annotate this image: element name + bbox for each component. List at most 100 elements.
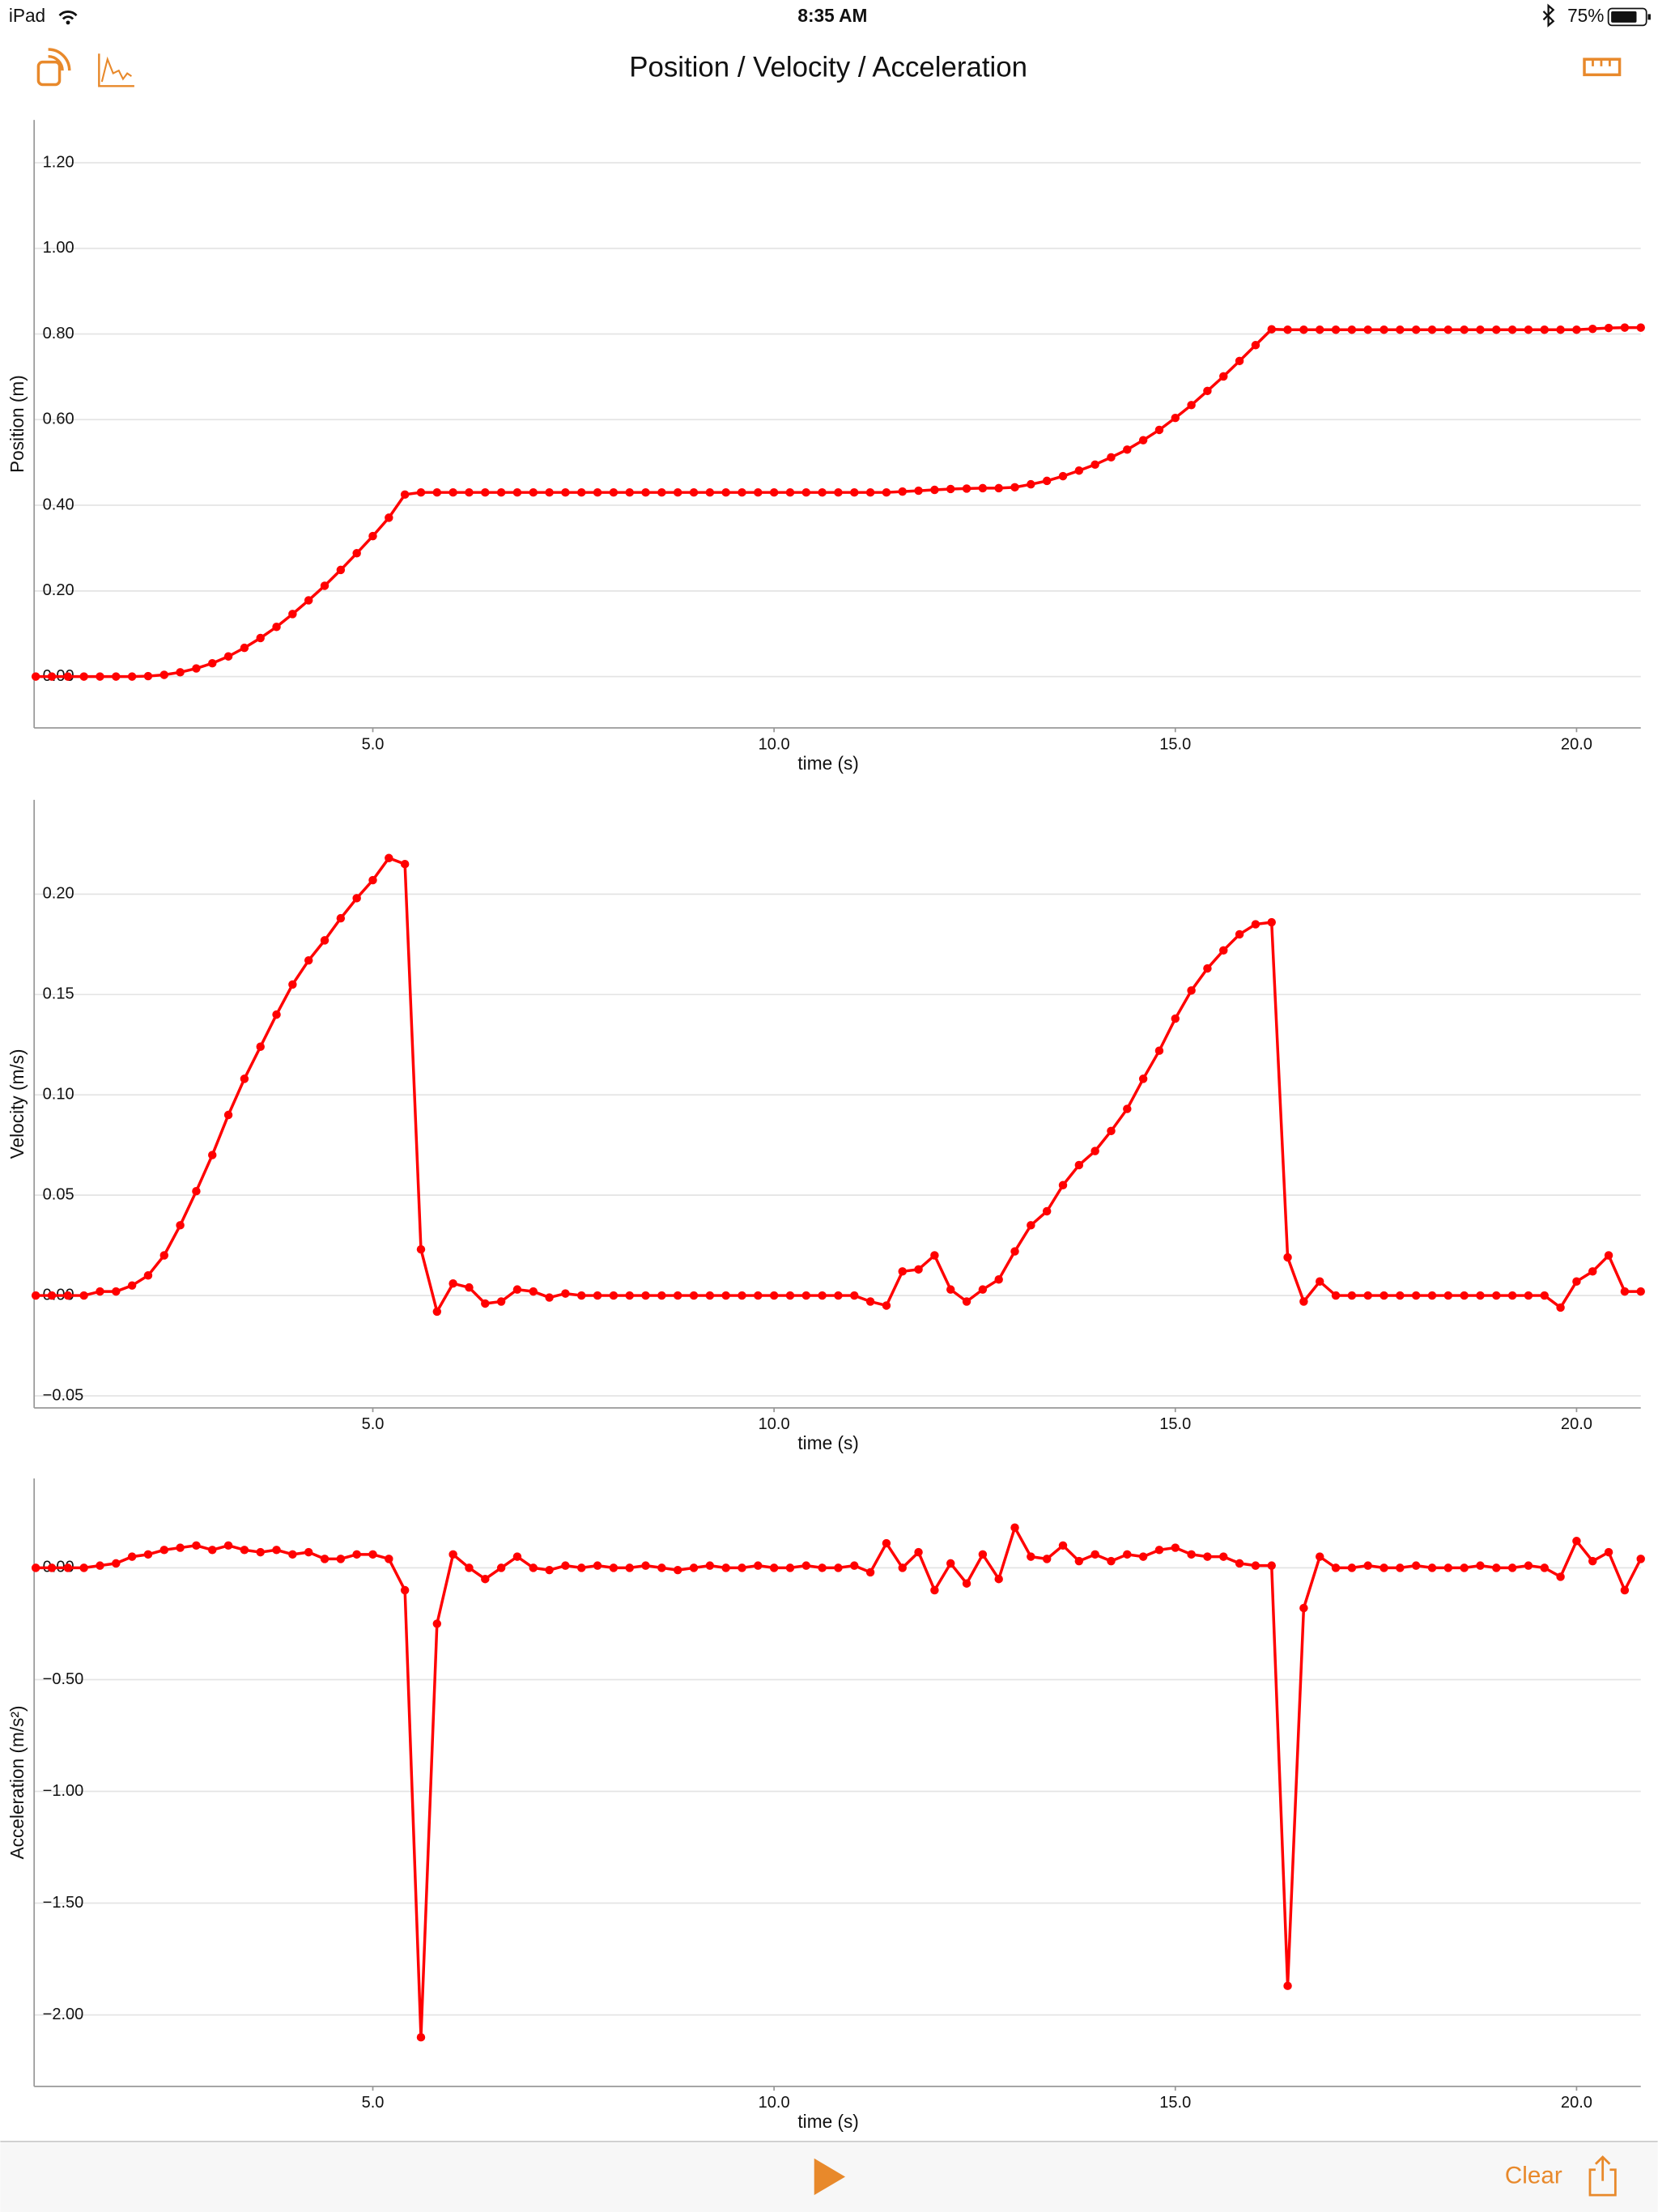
data-point [385, 853, 393, 863]
data-point [561, 487, 570, 497]
y-tick-label: 0.20 [43, 581, 74, 599]
data-point [1492, 325, 1501, 334]
data-point [176, 1543, 185, 1552]
data-point [994, 483, 1003, 493]
data-point [545, 1565, 554, 1575]
data-point [769, 1563, 779, 1572]
data-line [36, 1524, 1643, 2038]
data-point [1572, 1277, 1581, 1286]
data-point [143, 1550, 153, 1559]
data-point [898, 487, 907, 496]
data-point [962, 484, 971, 493]
data-point [882, 487, 891, 497]
data-point [865, 1297, 875, 1306]
data-point [930, 1251, 939, 1260]
data-point [304, 596, 313, 605]
data-point [1443, 1563, 1453, 1572]
data-point [577, 1563, 586, 1572]
data-point [400, 490, 410, 500]
data-point [368, 531, 377, 541]
data-point [1171, 1014, 1180, 1023]
data-point [1107, 1556, 1116, 1566]
data-point [1572, 325, 1581, 334]
data-point [112, 672, 121, 681]
data-point [223, 1110, 233, 1120]
data-point [1235, 929, 1244, 939]
data-point [385, 513, 393, 522]
data-point [1380, 1563, 1388, 1572]
data-point [978, 1285, 988, 1294]
sensor-button[interactable] [36, 48, 71, 87]
data-point [1251, 1561, 1261, 1570]
data-point [1027, 1221, 1035, 1230]
data-point [769, 487, 779, 497]
data-point [288, 610, 297, 619]
data-point [1027, 1552, 1035, 1561]
data-point [1411, 1291, 1421, 1300]
data-point [400, 1585, 410, 1595]
data-point [240, 1074, 249, 1083]
data-point [1427, 325, 1437, 334]
data-point [31, 672, 40, 681]
battery-fill [1611, 11, 1637, 23]
data-point [336, 565, 346, 575]
data-point [978, 483, 988, 493]
data-point [850, 487, 859, 497]
data-point [818, 1563, 827, 1572]
data-point [657, 1291, 666, 1300]
graph-button[interactable] [98, 53, 134, 87]
wifi-icon [58, 11, 78, 20]
data-point [79, 672, 88, 681]
data-point [1283, 1981, 1292, 1990]
data-point [272, 1546, 281, 1555]
data-point [1283, 1253, 1292, 1262]
data-point [593, 487, 602, 497]
data-point [79, 1563, 88, 1572]
data-point [385, 1555, 393, 1563]
data-point [368, 1550, 377, 1559]
data-point [1556, 1572, 1565, 1581]
data-point [673, 1565, 682, 1575]
data-point [769, 1291, 779, 1300]
data-point [31, 1563, 40, 1572]
data-point [785, 1563, 795, 1572]
data-point [1396, 325, 1405, 334]
data-point [1267, 325, 1276, 334]
data-point [1235, 1559, 1244, 1568]
data-point [432, 1619, 442, 1628]
data-point [721, 487, 730, 497]
y-axis-label: Acceleration (m/s²) [6, 1705, 28, 1859]
data-point [1203, 386, 1212, 396]
share-button[interactable] [1588, 2155, 1617, 2197]
data-point [208, 1151, 217, 1159]
data-point [256, 633, 265, 643]
data-point [449, 1278, 457, 1288]
data-point [785, 487, 795, 497]
data-point [1042, 1206, 1052, 1216]
data-point [1187, 401, 1196, 410]
data-point [1010, 483, 1019, 492]
data-point [1010, 1247, 1019, 1256]
data-point [914, 486, 923, 496]
ruler-button[interactable] [1583, 57, 1622, 77]
data-point [609, 487, 619, 497]
data-point [223, 652, 233, 661]
data-point [818, 1291, 827, 1300]
data-point [176, 668, 185, 677]
data-point [673, 1291, 682, 1300]
data-point [1572, 1537, 1581, 1546]
data-point [336, 1555, 346, 1563]
data-point [705, 1561, 715, 1570]
play-button[interactable] [814, 2158, 846, 2196]
data-point [1187, 986, 1196, 995]
data-point [1588, 1267, 1597, 1276]
data-point [432, 487, 442, 497]
data-point [96, 1287, 104, 1296]
data-point [850, 1291, 859, 1300]
data-point [577, 1291, 586, 1300]
y-tick-label: 1.20 [43, 153, 74, 171]
clear-button[interactable]: Clear [1505, 2162, 1562, 2189]
y-tick-label: 0.10 [43, 1086, 74, 1104]
data-point [609, 1563, 619, 1572]
